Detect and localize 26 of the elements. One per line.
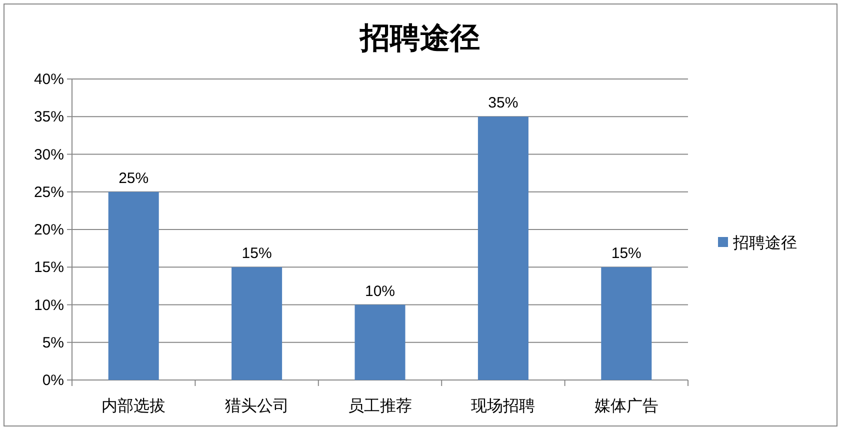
x-tick-label: 媒体广告	[594, 397, 658, 415]
y-tick-label: 0%	[42, 372, 64, 389]
y-tick-label: 5%	[42, 334, 64, 352]
bar	[478, 116, 528, 380]
bar	[232, 267, 282, 380]
y-tick-label: 10%	[34, 296, 64, 314]
data-label: 35%	[488, 94, 518, 112]
x-tick-label: 猎头公司	[224, 397, 289, 415]
legend-label: 招聘途径	[732, 235, 797, 252]
y-tick-label: 15%	[34, 259, 64, 276]
bar	[108, 192, 159, 380]
data-label: 25%	[118, 170, 149, 187]
x-tick-label: 内部选拔	[102, 397, 166, 415]
y-tick-label: 35%	[34, 108, 64, 126]
bar	[601, 267, 652, 380]
x-tick-label: 员工推荐	[348, 397, 412, 415]
y-tick-label: 20%	[34, 222, 64, 238]
chart-title: 招聘途径	[359, 22, 480, 55]
y-tick-label: 30%	[34, 146, 64, 164]
x-tick-label: 现场招聘	[471, 398, 536, 415]
data-label: 15%	[242, 245, 272, 262]
y-tick-label: 25%	[34, 184, 64, 201]
y-tick-label: 40%	[34, 71, 64, 88]
data-label: 10%	[364, 282, 396, 300]
data-label: 15%	[611, 245, 642, 262]
bar	[354, 304, 406, 380]
